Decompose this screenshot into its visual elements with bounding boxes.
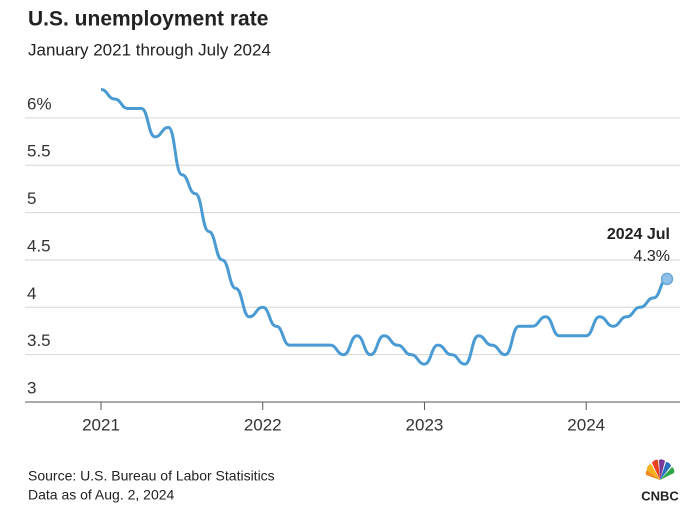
annotation-label: 2024 Jul [607, 226, 670, 243]
y-tick-label: 3 [27, 378, 36, 397]
end-point [660, 272, 674, 286]
annotation-value: 4.3% [634, 248, 670, 265]
y-tick-label: 4 [27, 284, 36, 303]
x-tick-label: 2024 [567, 415, 605, 434]
note: Data as of Aug. 2, 2024 [28, 487, 175, 503]
y-tick-label: 5.5 [27, 142, 51, 161]
y-tick-label: 5 [27, 189, 36, 208]
line [100, 88, 668, 366]
logo-icon [645, 459, 675, 480]
x-tick-label: 2023 [406, 415, 444, 434]
x-tick-label: 2022 [244, 415, 282, 434]
logo-text: CNBC [641, 488, 679, 503]
chart-title: U.S. unemployment rate [28, 8, 268, 31]
x-tick-label: 2021 [82, 415, 120, 434]
y-tick-label: 3.5 [27, 331, 51, 350]
y-tick-label: 4.5 [27, 236, 51, 255]
source: Source: U.S. Bureau of Labor Statisitics [28, 468, 275, 484]
y-tick-label: 6% [27, 94, 52, 113]
chart-subtitle: January 2021 through July 2024 [28, 40, 271, 59]
